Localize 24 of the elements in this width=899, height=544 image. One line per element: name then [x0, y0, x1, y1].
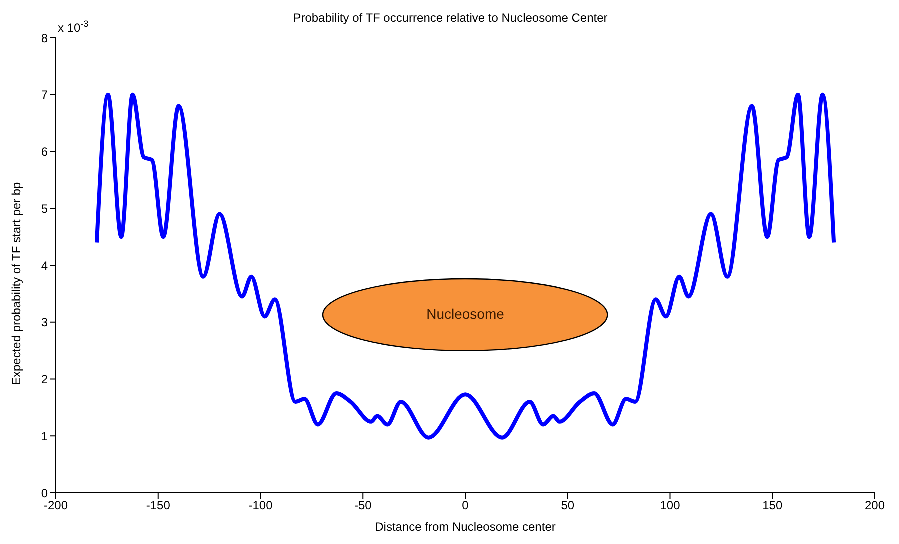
x-tick-label: -200 — [44, 498, 68, 513]
y-tick-label: 3 — [41, 316, 48, 330]
x-axis-title: Distance from Nucleosome center — [375, 520, 556, 534]
x-tick-label: -150 — [146, 498, 171, 513]
y-tick-label: 0 — [41, 486, 48, 500]
y-tick-label: 6 — [41, 145, 48, 160]
y-tick-label: 8 — [41, 31, 48, 46]
y-tick-label: 4 — [41, 258, 48, 273]
y-tick-label: 5 — [41, 202, 48, 216]
x-tick-label: 0 — [462, 498, 470, 513]
y-tick-label: 2 — [41, 372, 48, 387]
x-tick-label: 100 — [660, 498, 681, 513]
text: x 10$^{-3}$ — [58, 19, 89, 35]
chart-title: Probability of TF occurrence relative to Nucleosome Center — [293, 11, 608, 25]
x-tick-label: -50 — [354, 498, 372, 513]
annotation: Nucleosome — [426, 306, 506, 322]
x-tick-label: -100 — [248, 498, 274, 513]
x-tick-label: 50 — [561, 498, 575, 513]
y-tick-label: 1 — [41, 429, 48, 444]
y-tick-label: 7 — [41, 88, 48, 102]
x-tick-label: 200 — [864, 498, 886, 513]
line-series — [94, 92, 836, 440]
x-tick-label: 150 — [762, 498, 783, 513]
y-axis-title: Expected probability of TF start per bp — [9, 182, 24, 386]
